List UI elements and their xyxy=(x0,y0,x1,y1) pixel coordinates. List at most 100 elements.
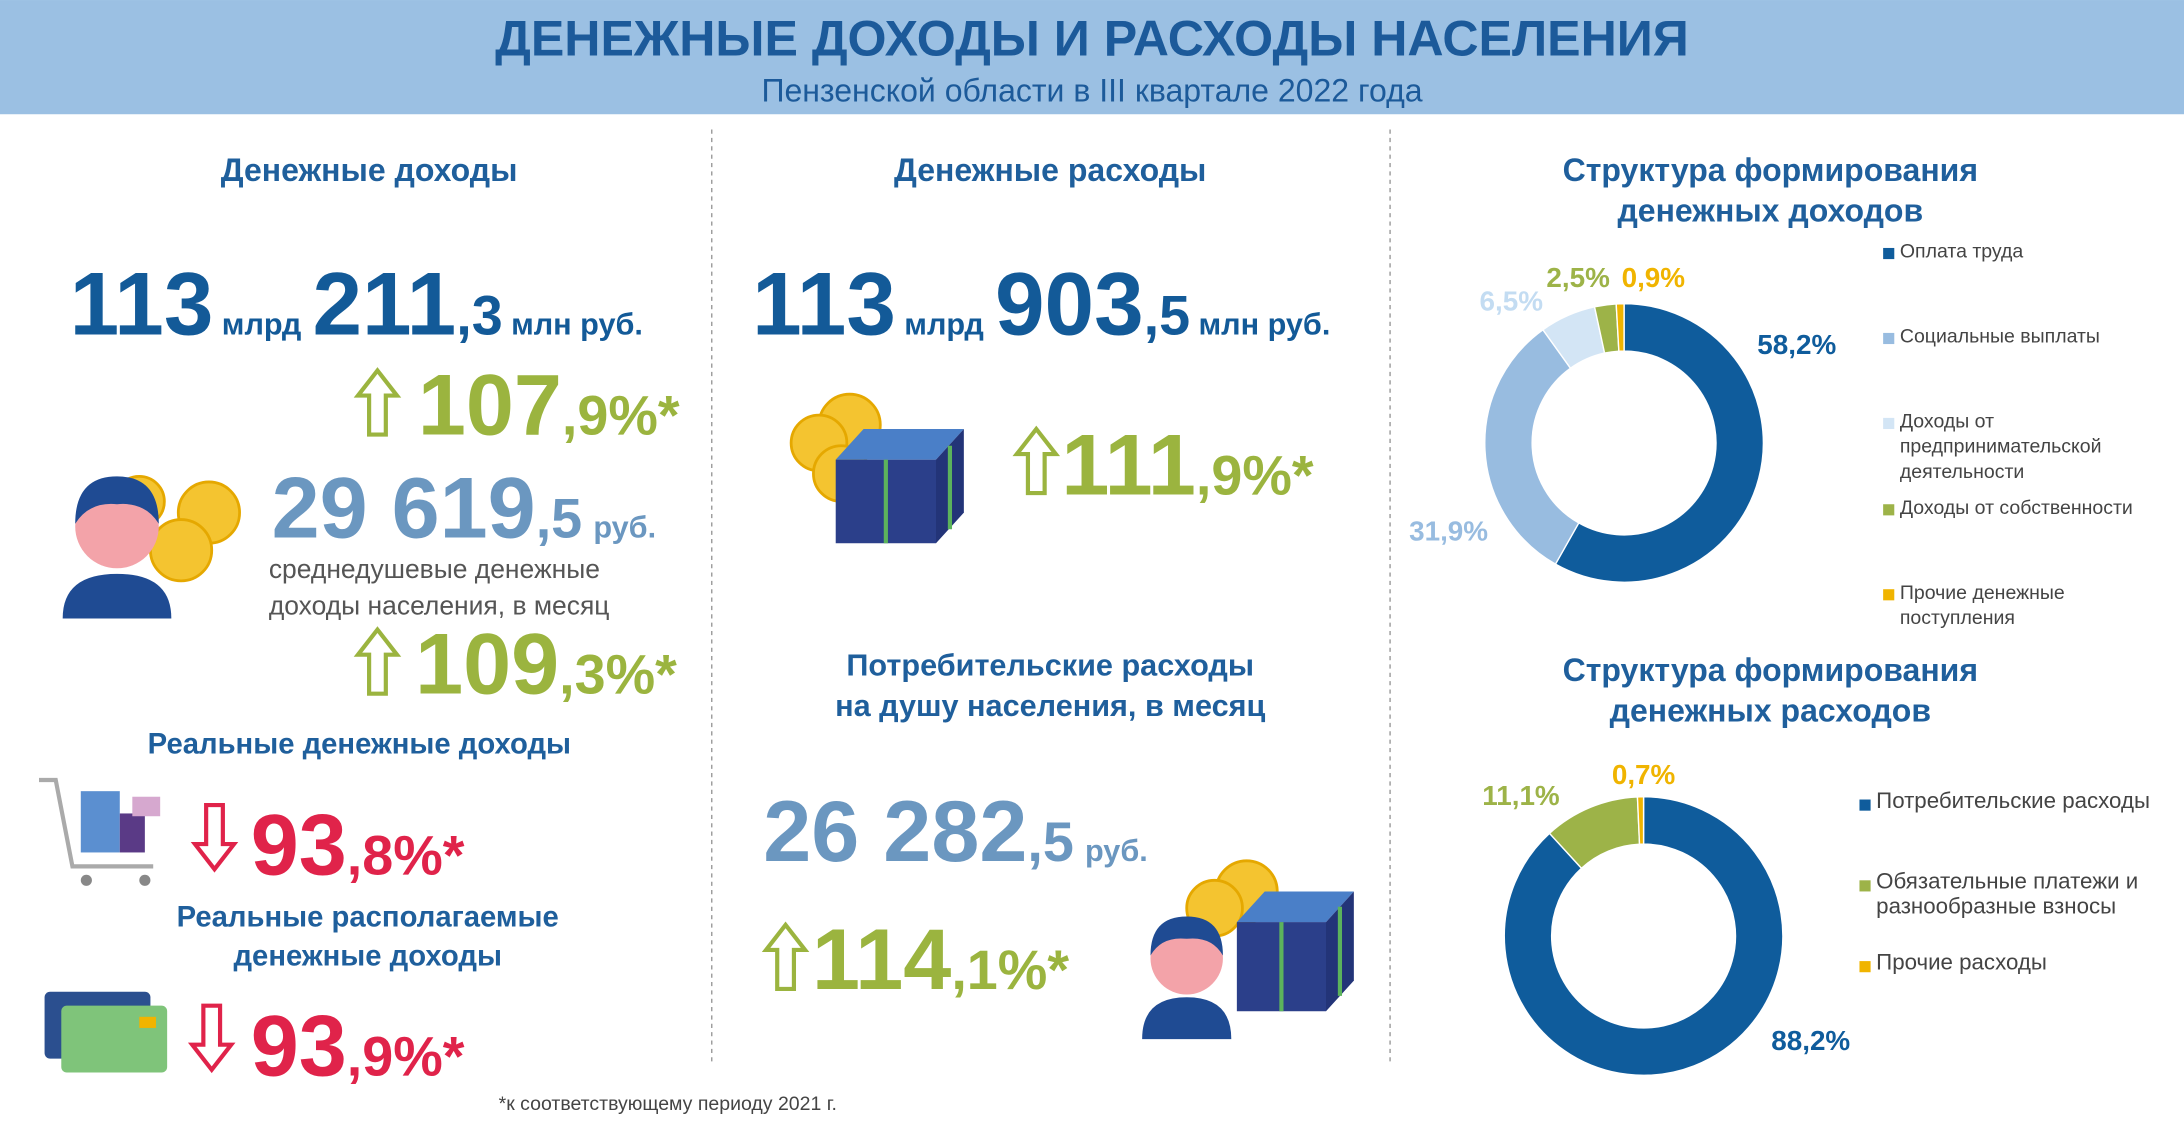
donut-slice xyxy=(1636,796,1645,845)
section-title: Реальные располагаемые xyxy=(177,901,559,933)
legend-entry: Доходы от собственности xyxy=(1899,495,2133,519)
legend-label: Прочие денежные поступления xyxy=(1899,580,2065,629)
legend-entry: Обязательные платежи и разнообразные взн… xyxy=(1876,870,2139,920)
person-body xyxy=(62,573,172,619)
legend-label: Потребительские расходы xyxy=(1876,789,2150,814)
number: ,3 xyxy=(456,284,502,346)
unit: руб. xyxy=(1085,834,1148,868)
legend-label: Доходы от собственности xyxy=(1899,495,2133,519)
section-title: Реальные денежные доходы xyxy=(148,729,571,761)
income-total: 113 млрд 211,3 млн руб. xyxy=(70,253,643,353)
number: ,1%* xyxy=(951,939,1069,1001)
legend-marker xyxy=(1883,504,1895,516)
number: 114 xyxy=(812,912,951,1008)
donut-slice xyxy=(1615,302,1625,352)
number: ,5 xyxy=(536,488,582,550)
disposable-income: 93,9%* xyxy=(251,998,465,1094)
chart-title: Структура формирования xyxy=(1563,652,1978,688)
data-label: 0,9% xyxy=(1622,262,1686,293)
number: 113 xyxy=(752,253,896,353)
down-arrow xyxy=(187,1003,236,1074)
person-body xyxy=(1142,997,1232,1040)
number: ,9%* xyxy=(347,1025,465,1087)
unit: млн руб. xyxy=(1198,307,1330,341)
up-arrow xyxy=(1012,425,1061,496)
expenses-total: 113 млрд 903,5 млн руб. xyxy=(752,253,1330,353)
unit: млрд xyxy=(904,307,983,341)
person-hair xyxy=(75,476,159,524)
expenses-growth: 111,9%* xyxy=(1061,417,1314,513)
box-top xyxy=(1236,891,1354,923)
chart-title: денежных доходов xyxy=(1617,192,1923,228)
legend-marker xyxy=(1883,332,1895,345)
card-chip xyxy=(139,1016,156,1028)
per-capita-growth: 109,3%* xyxy=(415,617,677,713)
up-arrow xyxy=(761,921,810,992)
number: ,9%* xyxy=(562,385,680,447)
legend-marker xyxy=(1859,961,1871,973)
page-title: ДЕНЕЖНЫЕ ДОХОДЫ И РАСХОДЫ НАСЕЛЕНИЯ xyxy=(495,11,1689,67)
number: ,3%* xyxy=(559,644,677,706)
legend-label: Обязательные платежи и разнообразные взн… xyxy=(1876,870,2139,920)
number: 93 xyxy=(251,798,347,894)
donut-slice xyxy=(1503,796,1784,1076)
number: ,9%* xyxy=(1196,444,1314,506)
note: среднедушевые денежные xyxy=(269,554,600,584)
number: 903 xyxy=(995,253,1144,353)
legend-label: Прочие расходы xyxy=(1876,951,2047,976)
legend-marker xyxy=(1883,417,1895,430)
unit: млрд xyxy=(222,307,301,341)
legend-marker xyxy=(1883,247,1895,260)
legend-entry: Потребительские расходы xyxy=(1876,789,2150,814)
unit: млн руб. xyxy=(511,307,643,341)
number: 107 xyxy=(418,358,562,454)
section-title: на душу населения, в месяц xyxy=(835,689,1265,723)
number: 113 xyxy=(70,253,214,353)
number: 211 xyxy=(312,253,456,353)
note: доходы населения, в месяц xyxy=(269,590,610,620)
person-hair xyxy=(1150,916,1223,956)
number: 111 xyxy=(1061,417,1196,513)
chart-title: денежных расходов xyxy=(1610,693,1931,729)
box-top xyxy=(835,429,964,460)
header-band xyxy=(0,0,2184,115)
section-title: Денежные доходы xyxy=(221,152,518,188)
cart-goods xyxy=(119,813,145,853)
cart-goods xyxy=(80,791,120,853)
number: 109 xyxy=(415,617,559,713)
footnote: *к соответствующему периоду 2021 г. xyxy=(499,1093,837,1115)
section-title: Денежные расходы xyxy=(894,152,1206,188)
consumer-growth: 114,1%* xyxy=(812,912,1069,1008)
coin xyxy=(149,518,214,583)
legend-label: Доходы от предпринимательской деятельнос… xyxy=(1899,409,2102,482)
legend-entry: Социальные выплаты xyxy=(1899,324,2100,347)
number: 29 619 xyxy=(272,461,536,557)
data-label: 58,2% xyxy=(1757,329,1836,360)
chart-title: Структура формирования xyxy=(1563,152,1978,188)
unit: руб. xyxy=(593,511,656,545)
legend-label: Социальные выплаты xyxy=(1899,324,2100,347)
data-label: 0,7% xyxy=(1612,759,1676,790)
up-arrow xyxy=(353,626,402,696)
number: ,8%* xyxy=(347,825,465,887)
data-label: 88,2% xyxy=(1771,1025,1850,1056)
donut-slice xyxy=(1484,328,1580,566)
data-label: 31,9% xyxy=(1409,515,1488,546)
card xyxy=(61,1005,168,1073)
consumer-expenses: 26 282,5 руб. xyxy=(763,784,1147,880)
legend-entry: Прочие денежные поступления xyxy=(1899,580,2065,629)
data-label: 2,5% xyxy=(1546,262,1610,293)
data-label: 6,5% xyxy=(1480,286,1544,317)
legend-marker xyxy=(1859,880,1871,892)
down-arrow xyxy=(190,803,239,873)
per-capita-income: 29 619,5 руб. xyxy=(272,461,656,557)
cart-goods xyxy=(132,796,161,817)
number: 93 xyxy=(251,998,347,1094)
number: ,5 xyxy=(1144,284,1190,346)
income-growth: 107,9%* xyxy=(418,358,680,454)
legend-label: Оплата труда xyxy=(1899,239,2024,262)
legend-entry: Доходы от предпринимательской деятельнос… xyxy=(1899,409,2102,482)
data-label: 11,1% xyxy=(1482,780,1560,811)
legend-entry: Оплата труда xyxy=(1899,239,2024,262)
